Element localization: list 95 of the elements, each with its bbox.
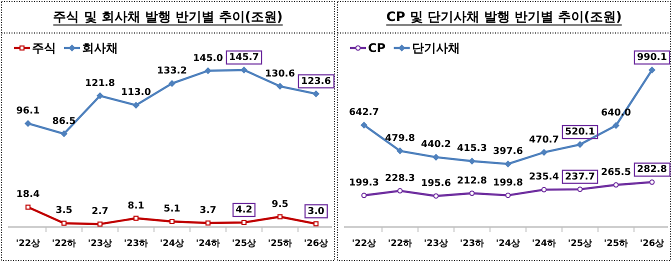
data-label: 145.0 (192, 52, 224, 64)
chart-title: CP 및 단기사채 발행 반기별 추이(조원) (386, 10, 622, 25)
point (468, 158, 476, 165)
point (240, 66, 248, 74)
legend-label: 단기사채 (412, 41, 460, 55)
point (133, 216, 139, 221)
point (96, 92, 104, 100)
x-tick-label: '24상 (496, 239, 520, 249)
x-tick-label: '22하 (388, 239, 412, 249)
x-tick-label: '26상 (640, 239, 664, 249)
data-label: 145.7 (228, 52, 260, 63)
data-label: 9.5 (272, 198, 288, 210)
data-label: 397.6 (492, 146, 524, 157)
data-label: 990.1 (636, 52, 668, 63)
x-tick-label: '24하 (532, 239, 556, 249)
legend-label: 회사채 (82, 41, 118, 55)
point (469, 190, 475, 196)
point (612, 122, 620, 130)
point (613, 182, 619, 188)
data-label: 18.4 (16, 189, 40, 200)
x-tick-label: '25하 (268, 239, 292, 249)
data-label: 123.6 (300, 76, 332, 87)
point (205, 220, 211, 226)
data-label: 133.2 (156, 65, 188, 76)
point (505, 192, 511, 198)
data-label: 113.0 (120, 87, 152, 98)
data-label: 642.7 (348, 107, 380, 118)
point (504, 160, 512, 168)
point (97, 222, 103, 227)
data-label: 199.8 (492, 177, 524, 188)
point (61, 220, 67, 226)
data-label: 235.4 (528, 172, 560, 183)
data-label: 4.2 (236, 204, 252, 216)
data-label: 212.8 (456, 175, 488, 186)
data-label: 237.7 (564, 171, 596, 182)
point (577, 186, 583, 192)
point (25, 204, 31, 210)
data-label: 479.8 (384, 132, 416, 144)
data-label: 282.8 (636, 164, 668, 176)
data-label: 121.8 (84, 78, 116, 89)
data-label: 520.1 (564, 126, 596, 138)
point (24, 120, 32, 127)
point (397, 188, 403, 194)
point (361, 192, 367, 198)
data-label: 228.3 (384, 172, 416, 184)
point (396, 147, 404, 154)
data-label: 2.7 (92, 206, 108, 218)
data-label: 470.7 (528, 134, 560, 146)
point (576, 141, 584, 148)
data-label: 415.3 (456, 143, 488, 154)
point (276, 82, 284, 90)
data-label: 130.6 (264, 68, 296, 80)
x-tick-label: '26상 (304, 239, 328, 249)
point (277, 214, 283, 220)
x-tick-label: '23상 (88, 239, 112, 249)
point (649, 179, 655, 185)
legend-label: 주식 (32, 41, 56, 55)
data-label: 3.7 (200, 205, 216, 216)
point (241, 220, 247, 226)
data-label: 199.3 (348, 177, 380, 188)
data-label: 3.0 (308, 206, 325, 217)
point (132, 102, 140, 109)
data-label: 8.1 (128, 200, 144, 212)
point (360, 122, 368, 129)
chart-title: 주식 및 회사채 발행 반기별 추이(조원) (53, 10, 283, 25)
x-tick-label: '22상 (16, 239, 40, 249)
data-label: 195.6 (420, 178, 452, 189)
data-label: 440.2 (420, 139, 452, 150)
x-tick-label: '24상 (160, 239, 184, 249)
x-tick-label: '23하 (124, 239, 148, 249)
point (169, 218, 175, 224)
x-tick-label: '24하 (196, 239, 220, 249)
x-tick-label: '25상 (568, 239, 592, 249)
point (168, 80, 176, 87)
point (433, 193, 439, 199)
point (541, 186, 547, 192)
data-label: 5.1 (164, 204, 180, 215)
data-label: 96.1 (16, 105, 40, 116)
x-tick-label: '22상 (352, 239, 376, 249)
x-tick-label: '25상 (232, 239, 256, 249)
point (312, 90, 320, 98)
data-label: 3.5 (56, 205, 72, 216)
point (540, 148, 548, 156)
point (60, 130, 68, 138)
point (313, 221, 319, 226)
point (204, 67, 212, 74)
x-tick-label: '25하 (604, 239, 628, 249)
point (648, 66, 656, 74)
x-tick-label: '23하 (460, 239, 484, 249)
data-label: 265.5 (600, 166, 632, 178)
legend-label: CP (368, 41, 386, 55)
data-label: 86.5 (52, 116, 76, 127)
x-tick-label: '22하 (52, 239, 76, 249)
x-tick-label: '23상 (424, 239, 448, 249)
point (432, 154, 440, 161)
